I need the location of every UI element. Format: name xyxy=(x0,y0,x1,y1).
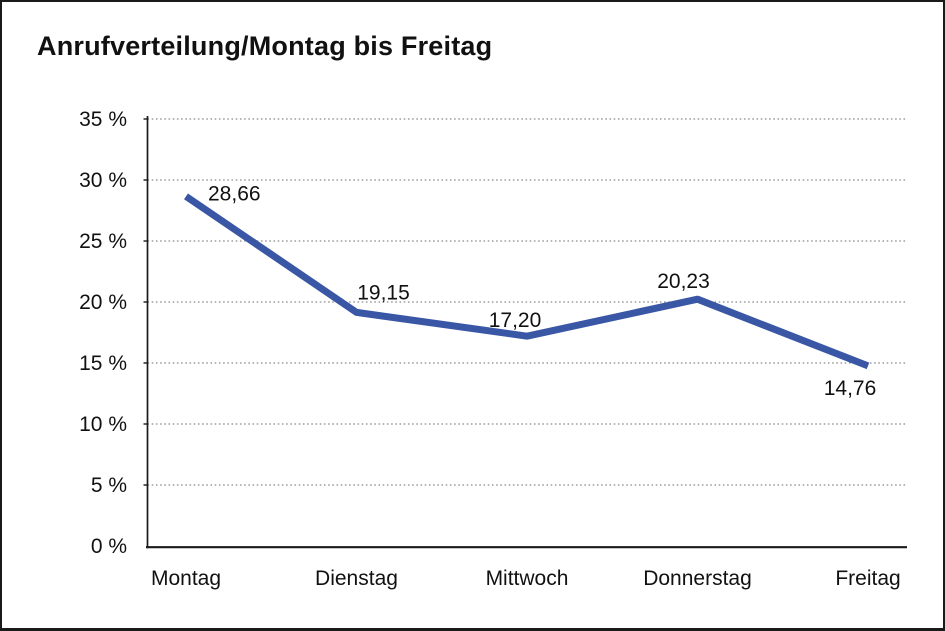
series-line xyxy=(184,193,870,370)
y-tick-label: 10 % xyxy=(79,413,127,436)
chart-title: Anrufverteilung/Montag bis Freitag xyxy=(37,31,493,61)
data-point-label: 14,76 xyxy=(824,377,877,400)
y-tick-label: 0 % xyxy=(91,535,127,558)
x-category-label: Donnerstag xyxy=(643,567,752,590)
x-category-label: Mittwoch xyxy=(486,567,569,590)
data-point-label: 19,15 xyxy=(357,281,410,304)
x-category-label: Montag xyxy=(151,567,221,590)
y-tick-label: 5 % xyxy=(91,474,127,497)
x-category-label: Freitag xyxy=(835,567,900,590)
data-point-label: 20,23 xyxy=(657,270,710,293)
x-category-label: Dienstag xyxy=(315,567,398,590)
y-tick-label: 30 % xyxy=(79,169,127,192)
y-tick-label: 15 % xyxy=(79,352,127,375)
data-point-label: 17,20 xyxy=(489,309,542,332)
data-point-label: 28,66 xyxy=(208,182,261,205)
y-tick-label: 35 % xyxy=(79,108,127,131)
y-tick-label: 20 % xyxy=(79,291,127,314)
y-tick-label: 25 % xyxy=(79,230,127,253)
